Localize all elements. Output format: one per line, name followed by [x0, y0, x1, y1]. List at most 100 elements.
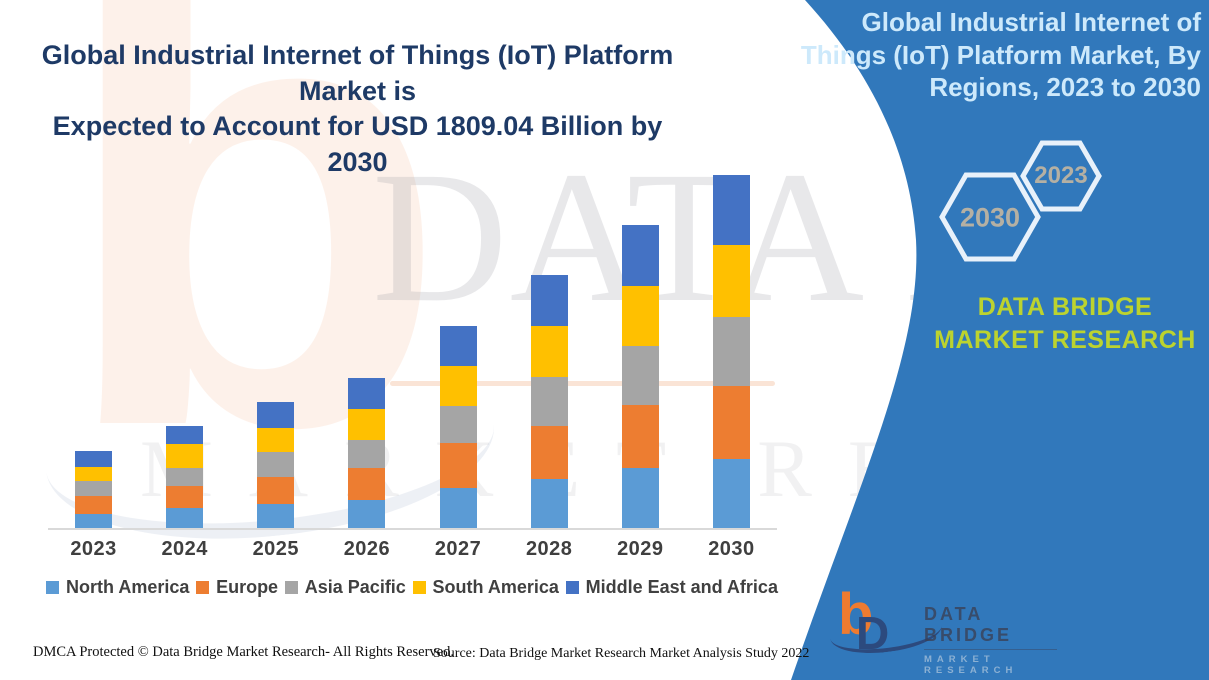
stacked-bar-2026 — [348, 378, 386, 528]
segment-2025-south-america — [257, 428, 295, 452]
legend-label: Europe — [216, 577, 279, 597]
brand-name-text: DATA BRIDGE MARKET RESEARCH — [934, 293, 1196, 354]
segment-2028-north-america — [530, 479, 568, 528]
segment-2028-middle-east-and-africa — [530, 275, 568, 326]
stacked-bar-2025 — [257, 402, 295, 528]
bar-slot-2029 — [595, 225, 686, 528]
x-axis-label-2025: 2025 — [252, 538, 300, 560]
segment-2024-europe — [166, 486, 204, 508]
segment-2024-middle-east-and-africa — [166, 426, 204, 444]
bar-slot-2024 — [139, 426, 230, 528]
hexagon-2023-label: 2023 — [1034, 162, 1088, 189]
page-title-line-2: Expected to Account for USD 1809.04 Bill… — [52, 111, 663, 177]
year-hexagons — [939, 140, 1102, 262]
logo-d-icon: D — [856, 607, 890, 659]
banner-title-line-2: Things (IoT) Platform Market, By — [800, 39, 1201, 70]
banner-title-line-3: Regions, 2023 to 2030 — [929, 72, 1201, 102]
segment-2024-north-america — [166, 508, 204, 528]
stacked-bar-2030 — [712, 175, 750, 528]
segment-2027-north-america — [439, 488, 477, 528]
segment-2026-south-america — [348, 409, 386, 440]
legend-swatch-icon — [46, 581, 59, 594]
bar-slot-2028 — [504, 275, 595, 528]
bar-slot-2030 — [686, 175, 777, 528]
segment-2029-middle-east-and-africa — [621, 225, 659, 286]
source-note: Source: Data Bridge Market Research Mark… — [433, 646, 810, 661]
segment-2028-asia-pacific — [530, 377, 568, 426]
segment-2023-europe — [75, 496, 113, 514]
segment-2027-south-america — [439, 366, 477, 406]
stacked-bar-2029 — [621, 225, 659, 528]
legend-label: Asia Pacific — [304, 577, 406, 597]
legend-swatch-icon — [565, 581, 579, 594]
segment-2023-middle-east-and-africa — [75, 451, 113, 467]
segment-2030-south-america — [712, 245, 750, 317]
x-axis-label-2023: 2023 — [70, 538, 117, 560]
legend-label: Middle East and Africa — [585, 577, 778, 597]
legend-item-asia-pacific: Asia Pacific — [284, 577, 406, 598]
hexagon-2023 — [1020, 140, 1102, 212]
logo-subtitle-text: MARKET RESEARCH — [924, 654, 1018, 676]
ribbon-shape — [791, 0, 1209, 680]
segment-2024-asia-pacific — [166, 468, 204, 486]
segment-2029-asia-pacific — [621, 346, 659, 405]
segment-2030-middle-east-and-africa — [712, 175, 750, 245]
x-axis-label-2028: 2028 — [525, 538, 573, 560]
segment-2025-europe — [257, 477, 295, 504]
segment-2025-asia-pacific — [257, 452, 295, 477]
stacked-bar-2027 — [439, 326, 477, 528]
legend-label: North America — [66, 577, 190, 597]
page-title-line-1: Global Industrial Internet of Things (Io… — [41, 40, 674, 106]
segment-2030-asia-pacific — [712, 317, 750, 386]
legend-item-middle-east-and-africa: Middle East and Africa — [565, 577, 778, 598]
segment-2030-europe — [712, 386, 750, 459]
segment-2025-north-america — [257, 504, 295, 528]
segment-2029-north-america — [621, 468, 659, 528]
page-title: Global Industrial Internet of Things (Io… — [40, 38, 675, 181]
segment-2026-north-america — [348, 500, 386, 528]
segment-2029-europe — [621, 405, 659, 468]
legend-label: South America — [432, 577, 559, 597]
legend-swatch-icon — [412, 581, 426, 594]
logo-title-text: DATA BRIDGE — [924, 604, 1057, 650]
segment-2023-north-america — [75, 514, 113, 528]
bar-slot-2025 — [230, 402, 321, 528]
stacked-bar-2023 — [75, 451, 113, 528]
banner-title-line-1: Global Industrial Internet of — [861, 7, 1201, 37]
segment-2027-middle-east-and-africa — [439, 326, 477, 366]
company-logo: b D DATA BRIDGE MARKET RESEARCH — [827, 586, 1057, 676]
segment-2028-europe — [530, 426, 568, 479]
segment-2027-asia-pacific — [439, 406, 477, 443]
hexagon-2030 — [939, 172, 1041, 262]
bar-slot-2023 — [48, 451, 139, 528]
segment-2023-south-america — [75, 467, 113, 481]
segment-2027-europe — [439, 443, 477, 488]
x-axis-label-2024: 2024 — [161, 538, 208, 560]
segment-2026-europe — [348, 468, 386, 500]
stacked-bar-2024 — [166, 426, 204, 528]
legend-item-north-america: North America — [46, 577, 189, 598]
dmca-notice: DMCA Protected © Data Bridge Market Rese… — [33, 644, 454, 660]
x-axis-label-2027: 2027 — [434, 538, 482, 560]
segment-2025-middle-east-and-africa — [257, 402, 295, 428]
legend-swatch-icon — [196, 581, 210, 594]
stacked-bar-2028 — [530, 275, 568, 528]
segment-2029-south-america — [621, 286, 659, 346]
legend-swatch-icon — [284, 581, 298, 594]
stacked-bar-chart — [48, 140, 777, 530]
segment-2026-middle-east-and-africa — [348, 378, 386, 409]
logo-b-icon: b — [838, 582, 874, 647]
logo-wordmark: DATA BRIDGE MARKET RESEARCH — [924, 604, 1057, 676]
chart-legend: North America Europe Asia Pacific South Ame… — [46, 577, 778, 598]
bar-slot-2027 — [413, 326, 504, 528]
x-axis-label-2026: 2026 — [343, 538, 391, 560]
x-axis-labels: 2023 2024 2025 2026 2027 2028 2029 2030 — [48, 538, 777, 561]
segment-2030-north-america — [712, 459, 750, 528]
legend-item-europe: Europe — [196, 577, 278, 598]
segment-2024-south-america — [166, 444, 204, 468]
bar-slot-2026 — [321, 378, 412, 528]
legend-item-south-america: South America — [412, 577, 559, 598]
segment-2023-asia-pacific — [75, 481, 113, 496]
